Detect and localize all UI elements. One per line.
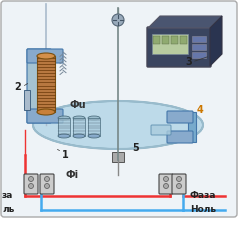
- Circle shape: [176, 184, 181, 188]
- FancyBboxPatch shape: [167, 111, 193, 123]
- Bar: [88, 118, 100, 136]
- FancyBboxPatch shape: [27, 49, 51, 123]
- Text: Фu: Фu: [70, 100, 87, 110]
- Text: Фаза: Фаза: [190, 192, 216, 200]
- Text: 1: 1: [62, 150, 69, 160]
- Ellipse shape: [37, 109, 55, 115]
- Ellipse shape: [88, 116, 100, 120]
- Circle shape: [176, 176, 181, 181]
- Bar: [171, 36, 178, 44]
- Ellipse shape: [73, 116, 85, 120]
- Circle shape: [163, 176, 168, 181]
- FancyBboxPatch shape: [167, 131, 193, 143]
- FancyBboxPatch shape: [147, 27, 211, 67]
- FancyBboxPatch shape: [27, 109, 63, 123]
- FancyBboxPatch shape: [151, 125, 171, 135]
- Circle shape: [29, 184, 34, 188]
- Circle shape: [112, 14, 124, 26]
- Polygon shape: [148, 16, 222, 28]
- Bar: [24, 90, 30, 110]
- Text: Ноль: Ноль: [190, 205, 216, 215]
- FancyBboxPatch shape: [24, 174, 38, 194]
- Bar: [153, 36, 160, 44]
- Bar: [112, 152, 124, 162]
- Ellipse shape: [58, 116, 70, 120]
- FancyBboxPatch shape: [27, 49, 63, 63]
- Text: 5: 5: [132, 143, 139, 153]
- Text: 4: 4: [197, 105, 204, 115]
- Circle shape: [163, 184, 168, 188]
- FancyBboxPatch shape: [40, 174, 54, 194]
- FancyBboxPatch shape: [159, 174, 173, 194]
- Circle shape: [44, 184, 49, 188]
- FancyBboxPatch shape: [172, 174, 186, 194]
- Text: за: за: [2, 192, 13, 200]
- Bar: [37, 56, 55, 112]
- Bar: [162, 36, 169, 44]
- Bar: [73, 118, 85, 136]
- Polygon shape: [210, 16, 222, 66]
- Ellipse shape: [58, 134, 70, 138]
- Bar: [58, 118, 70, 136]
- Ellipse shape: [73, 134, 85, 138]
- Bar: [188, 112, 196, 142]
- Text: 2: 2: [14, 82, 21, 92]
- Ellipse shape: [33, 101, 203, 149]
- Text: ль: ль: [2, 205, 14, 215]
- Circle shape: [29, 176, 34, 181]
- Bar: [192, 52, 206, 58]
- Ellipse shape: [88, 134, 100, 138]
- Bar: [152, 34, 188, 54]
- Bar: [192, 36, 206, 42]
- FancyBboxPatch shape: [1, 1, 237, 217]
- Ellipse shape: [37, 53, 55, 59]
- Circle shape: [44, 176, 49, 181]
- Text: Фi: Фi: [65, 170, 78, 180]
- Bar: [180, 36, 187, 44]
- Text: 3: 3: [185, 57, 192, 67]
- Bar: [192, 44, 206, 50]
